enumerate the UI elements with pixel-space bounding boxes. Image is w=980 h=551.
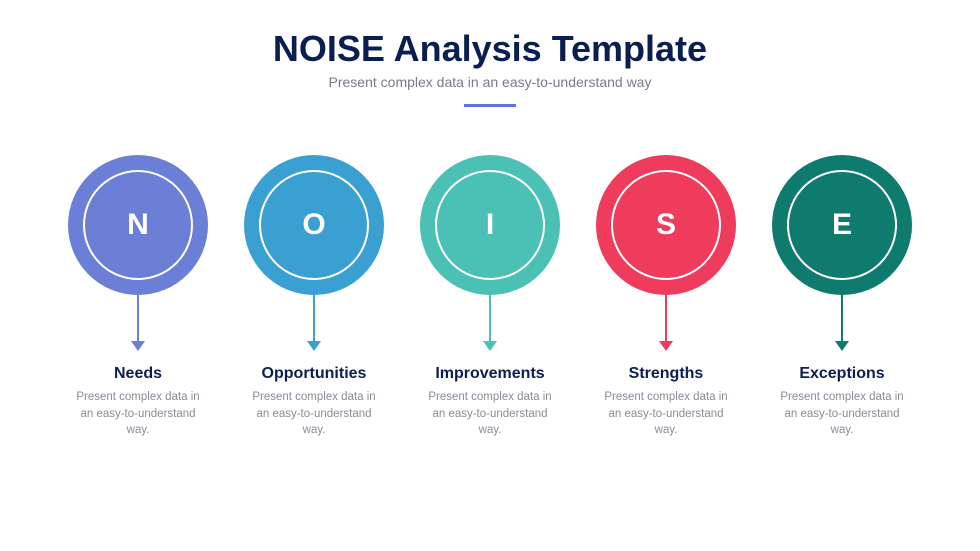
- label-strengths: Strengths: [629, 365, 704, 383]
- letter-i: I: [486, 208, 494, 242]
- circle-i: I: [420, 155, 560, 295]
- page-title: NOISE Analysis Template: [273, 28, 707, 70]
- circle-n: N: [68, 155, 208, 295]
- arrow-down-icon: [131, 291, 145, 351]
- desc-strengths: Present complex data in an easy-to-under…: [591, 389, 741, 439]
- desc-opportunities: Present complex data in an easy-to-under…: [239, 389, 389, 439]
- desc-needs: Present complex data in an easy-to-under…: [63, 389, 213, 439]
- noise-item-i: I Improvements Present complex data in a…: [415, 155, 565, 439]
- label-improvements: Improvements: [435, 365, 544, 383]
- slide-container: NOISE Analysis Template Present complex …: [0, 0, 980, 551]
- noise-row: N Needs Present complex data in an easy-…: [0, 155, 980, 439]
- noise-item-e: E Exceptions Present complex data in an …: [767, 155, 917, 439]
- arrow-down-icon: [483, 291, 497, 351]
- letter-n: N: [127, 208, 149, 242]
- label-needs: Needs: [114, 365, 162, 383]
- circle-o: O: [244, 155, 384, 295]
- circle-e: E: [772, 155, 912, 295]
- desc-improvements: Present complex data in an easy-to-under…: [415, 389, 565, 439]
- noise-item-o: O Opportunities Present complex data in …: [239, 155, 389, 439]
- arrow-down-icon: [307, 291, 321, 351]
- letter-e: E: [832, 208, 852, 242]
- circle-s: S: [596, 155, 736, 295]
- noise-item-n: N Needs Present complex data in an easy-…: [63, 155, 213, 439]
- desc-exceptions: Present complex data in an easy-to-under…: [767, 389, 917, 439]
- letter-o: O: [302, 208, 325, 242]
- arrow-down-icon: [835, 291, 849, 351]
- page-subtitle: Present complex data in an easy-to-under…: [329, 74, 652, 90]
- label-opportunities: Opportunities: [262, 365, 367, 383]
- label-exceptions: Exceptions: [799, 365, 884, 383]
- title-divider: [464, 104, 516, 107]
- arrow-down-icon: [659, 291, 673, 351]
- letter-s: S: [656, 208, 676, 242]
- noise-item-s: S Strengths Present complex data in an e…: [591, 155, 741, 439]
